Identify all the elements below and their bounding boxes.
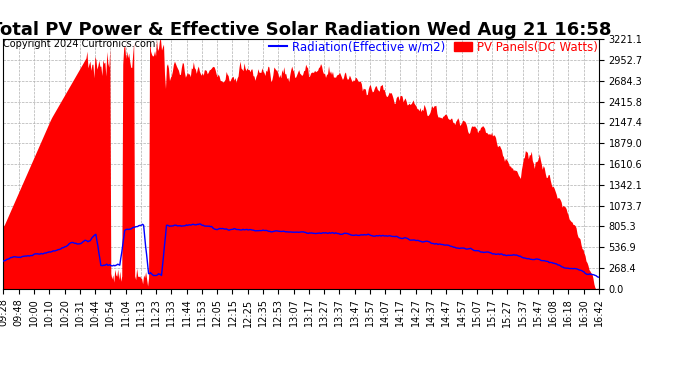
Text: Copyright 2024 Curtronics.com: Copyright 2024 Curtronics.com — [3, 39, 156, 50]
Legend: Radiation(Effective w/m2), PV Panels(DC Watts): Radiation(Effective w/m2), PV Panels(DC … — [269, 40, 598, 54]
Title: Total PV Power & Effective Solar Radiation Wed Aug 21 16:58: Total PV Power & Effective Solar Radiati… — [0, 21, 612, 39]
